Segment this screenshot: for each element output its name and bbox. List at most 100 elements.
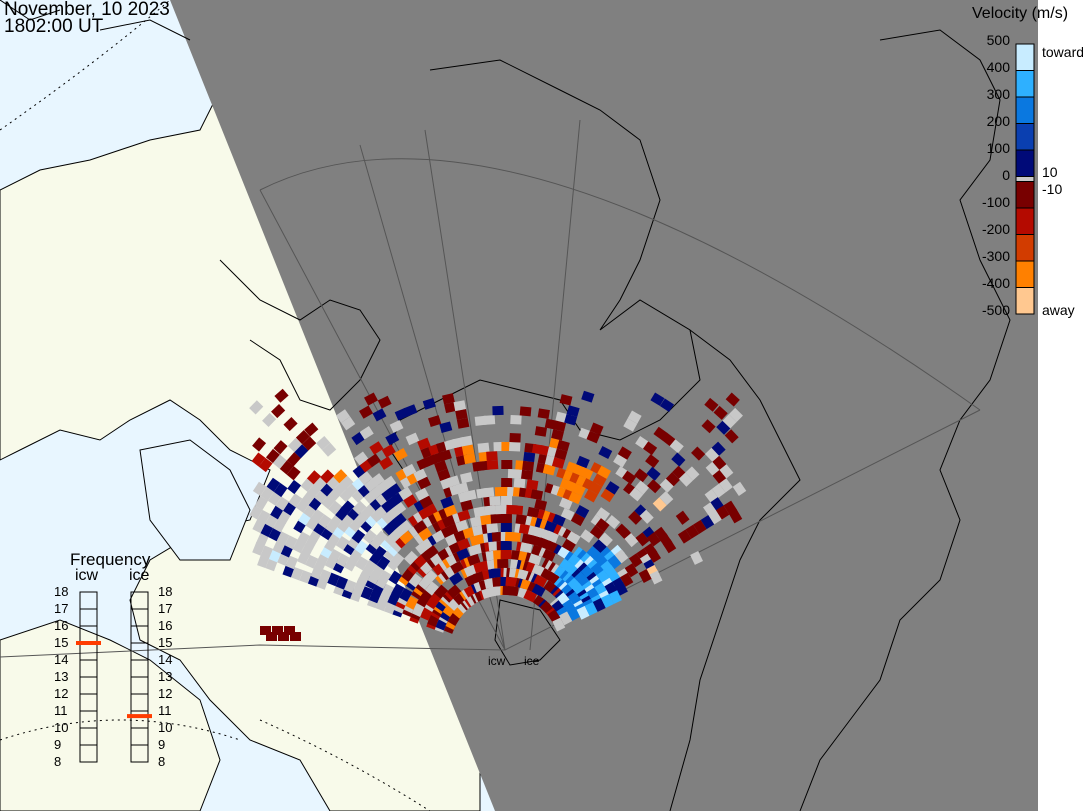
radar-cell: [352, 500, 367, 515]
site-label-icw: icw: [488, 654, 506, 668]
radar-cell: [576, 605, 590, 620]
colorbar-segment-away: [1015, 207, 1035, 235]
colorbar-tick: -200: [981, 221, 1010, 237]
colorbar-tick: -500: [981, 302, 1010, 318]
frequency-tick: 17: [54, 601, 69, 616]
radar-cell: [624, 532, 639, 548]
radar-cell: [389, 419, 404, 433]
frequency-tick: 16: [54, 618, 69, 633]
radar-cell: [320, 469, 335, 484]
radar-cell: [335, 576, 349, 590]
radar-cell: [586, 430, 601, 444]
radar-cell: [522, 460, 535, 472]
radar-cell: [262, 412, 277, 428]
radar-cell: [486, 451, 498, 461]
radar-cell: [381, 444, 396, 458]
radar-cell: [423, 569, 438, 584]
radar-cell: [584, 489, 598, 503]
radar-cell: [398, 519, 413, 534]
radar-cell: [647, 479, 662, 494]
colorbar-tick: -300: [981, 248, 1010, 264]
radar-cell: [567, 607, 581, 622]
radar-cell: [285, 555, 299, 570]
radar-cell: [310, 508, 325, 524]
radar-cell: [467, 553, 481, 566]
radar-cell: [413, 468, 428, 482]
radar-cell: [290, 567, 304, 581]
radar-cell: [373, 530, 388, 545]
radar-cell: [450, 560, 465, 575]
night-terminator: [170, 0, 1038, 811]
radar-cell: [490, 585, 503, 597]
radar-cell: [701, 419, 716, 434]
radar-cell: [252, 481, 267, 496]
radar-cell: [354, 540, 369, 555]
radar-cell: [552, 514, 566, 527]
radar-cell: [690, 551, 703, 565]
radar-cell: [322, 442, 337, 457]
radar-cell: [568, 491, 583, 505]
radar-cell: [598, 446, 613, 460]
radar-cell: [394, 407, 409, 421]
radar-cell: [544, 520, 558, 533]
radar-cell: [482, 487, 495, 498]
radar-cell: [645, 454, 660, 468]
radar-cell: [290, 632, 301, 641]
radar-cell: [722, 414, 737, 429]
radar-cell: [575, 505, 590, 519]
radar-cell: [438, 449, 452, 462]
radar-cell: [443, 504, 458, 518]
radar-cell: [551, 457, 565, 469]
radar-cell: [607, 554, 622, 570]
radar-cell: [335, 409, 351, 423]
radar-cell: [511, 505, 524, 515]
radar-cell: [560, 507, 575, 521]
frequency-tick: 14: [54, 652, 69, 667]
frequency-tick: 10: [158, 720, 173, 735]
radar-cell: [317, 514, 332, 529]
radar-cell: [520, 469, 534, 481]
radar-cell: [392, 501, 407, 516]
radar-cell: [393, 447, 408, 462]
radar-cell: [279, 460, 294, 475]
radar-cell: [351, 529, 366, 544]
radar-cell: [501, 459, 513, 470]
radar-cell: [460, 435, 473, 447]
radar-cell: [523, 589, 538, 603]
radar-cell: [402, 463, 417, 477]
radar-cell: [704, 397, 719, 412]
radar-cell: [693, 519, 707, 534]
colorbar-tick: 400: [986, 59, 1010, 75]
frequency-tick: 13: [54, 669, 69, 684]
radar-cell: [711, 441, 726, 456]
radar-cell: [595, 518, 610, 532]
radar-cell: [483, 415, 496, 425]
frequency-radar-icw: icw: [75, 567, 99, 584]
radar-cell: [265, 514, 279, 529]
radar-cell: [343, 579, 357, 594]
radar-cell: [581, 390, 595, 403]
radar-cell: [505, 576, 518, 587]
radar-cell: [423, 503, 438, 517]
radar-cell: [584, 601, 598, 616]
radar-cell: [278, 632, 289, 641]
radar-cell: [600, 488, 615, 503]
radar-cell: [399, 587, 413, 602]
colorbar-tick: 0: [1002, 167, 1010, 183]
frequency-tick: 12: [158, 686, 173, 701]
radar-cell: [513, 478, 526, 489]
radar-cell: [531, 583, 546, 597]
radar-cell: [266, 632, 277, 641]
radar-cell: [428, 415, 442, 427]
radar-cell: [328, 500, 343, 515]
radar-cell: [411, 603, 425, 617]
radar-cell: [711, 483, 726, 498]
radar-cell: [419, 495, 434, 509]
radar-cell: [589, 525, 605, 540]
radar-cell: [486, 460, 499, 470]
radar-cell: [251, 452, 266, 467]
radar-cell: [437, 468, 451, 481]
radar-cell: [370, 473, 385, 487]
toward-label: toward: [1042, 44, 1083, 60]
